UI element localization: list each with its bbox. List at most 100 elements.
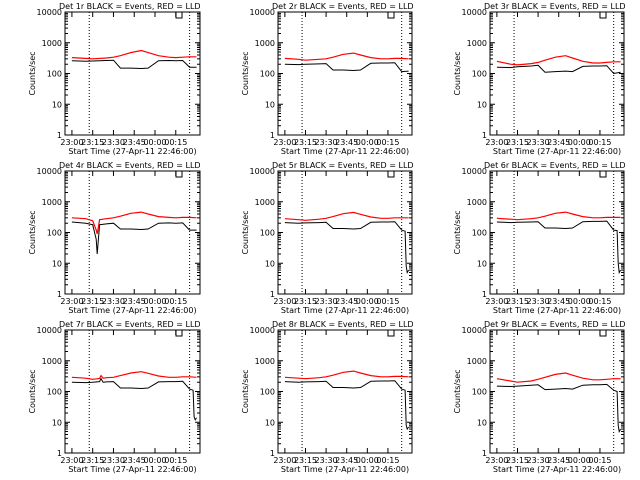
y-tick-label: 100 [260,70,275,79]
y-tick-label: 1 [482,449,487,458]
x-tick-label: 23:00 [273,456,296,465]
x-tick-label: 00:00 [143,456,166,465]
x-axis-label: Start Time (27-Apr-11 22:46:00) [68,465,196,474]
plot-frame [64,11,201,136]
plot-frame [64,329,201,454]
chart-panel-8: Det 8r BLACK = Events, RED = LLD 1 10 100 10… [241,320,414,474]
series-line-events [496,220,622,275]
x-axis-label: Start Time (27-Apr-11 22:46:00) [68,306,196,315]
y-tick-label: 100 [47,70,62,79]
x-tick-label: 23:00 [273,138,296,147]
y-tick-label: 10 [52,418,62,427]
plot-frame [489,329,625,454]
frame-marker [175,329,183,337]
y-tick-label: 10 [52,100,62,109]
frame-marker [387,329,395,337]
x-tick-label: 23:30 [315,456,338,465]
x-tick-label: 00:15 [164,138,187,147]
y-tick-label: 10 [265,100,275,109]
x-tick-label: 23:00 [485,138,508,147]
y-tick-label: 1 [270,131,275,140]
x-tick-label: 23:30 [315,297,338,306]
y-tick-label: 1 [57,131,62,140]
plot-frame [64,170,201,295]
y-axis-label: Counts/sec [453,369,462,413]
chart-title: Det 5r BLACK = Events, RED = LLD [272,161,414,170]
y-tick-label: 1000 [467,39,487,48]
x-tick-label: 00:00 [356,297,379,306]
x-tick-label: 23:00 [273,297,296,306]
y-tick-label: 1 [57,290,62,299]
series-line-events [496,64,621,75]
x-tick-label: 00:15 [588,456,611,465]
series-line-events [71,377,197,421]
chart-panel-4: Det 4r BLACK = Events, RED = LLD 1 10 100 10… [28,161,201,315]
x-tick-label: 23:15 [81,297,104,306]
x-tick-label: 23:45 [335,456,358,465]
x-tick-label: 23:00 [485,456,508,465]
x-tick-label: 23:45 [547,297,570,306]
y-tick-label: 100 [472,388,487,397]
x-tick-label: 23:45 [123,456,146,465]
y-tick-label: 10 [477,100,487,109]
y-tick-label: 100 [47,388,62,397]
y-tick-label: 1000 [255,357,275,366]
y-tick-label: 10000 [37,326,62,335]
x-axis-label: Start Time (27-Apr-11 22:46:00) [281,147,409,156]
x-axis-label: Start Time (27-Apr-11 22:46:00) [281,465,409,474]
y-tick-label: 10000 [462,326,487,335]
x-tick-label: 00:00 [143,297,166,306]
y-tick-label: 1000 [467,357,487,366]
x-tick-label: 23:15 [506,456,529,465]
y-tick-label: 1 [270,449,275,458]
series-line-lld [71,371,197,380]
series-line-events [284,221,410,274]
chart-panel-6: Det 6r BLACK = Events, RED = LLD 1 10 100 10… [453,161,626,315]
y-axis-label: Counts/sec [28,51,37,95]
y-tick-label: 10000 [37,167,62,176]
series-line-events [284,380,410,431]
y-tick-label: 10 [52,259,62,268]
chart-title: Det 9r BLACK = Events, RED = LLD [484,320,626,329]
x-tick-label: 00:15 [164,456,187,465]
x-tick-label: 23:15 [81,138,104,147]
x-tick-label: 23:00 [485,297,508,306]
chart-panel-5: Det 5r BLACK = Events, RED = LLD 1 10 100 10… [241,161,414,315]
x-tick-label: 00:00 [143,138,166,147]
frame-marker [599,11,607,19]
frame-marker [387,170,395,178]
chart-title: Det 4r BLACK = Events, RED = LLD [59,161,201,170]
series-line-events [71,221,197,255]
y-tick-label: 10000 [462,8,487,17]
series-line-lld [496,55,621,66]
y-tick-label: 100 [260,229,275,238]
x-tick-label: 00:15 [588,138,611,147]
x-tick-label: 23:30 [527,138,550,147]
x-axis-label: Start Time (27-Apr-11 22:46:00) [493,147,621,156]
frame-marker [387,11,395,19]
x-tick-label: 23:15 [294,297,317,306]
plot-frame [277,329,413,454]
x-axis-label: Start Time (27-Apr-11 22:46:00) [281,306,409,315]
x-tick-label: 00:00 [356,138,379,147]
x-tick-label: 23:45 [123,297,146,306]
y-axis-label: Counts/sec [453,210,462,254]
chart-title: Det 1r BLACK = Events, RED = LLD [59,2,201,11]
series-line-lld [496,372,621,383]
x-tick-label: 23:00 [60,138,83,147]
chart-title: Det 3r BLACK = Events, RED = LLD [484,2,626,11]
y-tick-label: 10 [477,418,487,427]
chart-panel-2: Det 2r BLACK = Events, RED = LLD 1 10 100 10… [241,2,414,156]
x-tick-label: 23:30 [102,456,125,465]
x-tick-label: 00:00 [356,456,379,465]
series-line-lld [284,370,409,380]
x-tick-label: 00:15 [376,297,399,306]
y-axis-label: Counts/sec [241,210,250,254]
y-axis-label: Counts/sec [28,210,37,254]
x-axis-label: Start Time (27-Apr-11 22:46:00) [68,147,196,156]
frame-marker [599,170,607,178]
chart-title: Det 2r BLACK = Events, RED = LLD [272,2,414,11]
x-tick-label: 23:30 [102,297,125,306]
y-tick-label: 100 [472,229,487,238]
y-tick-label: 1 [57,449,62,458]
